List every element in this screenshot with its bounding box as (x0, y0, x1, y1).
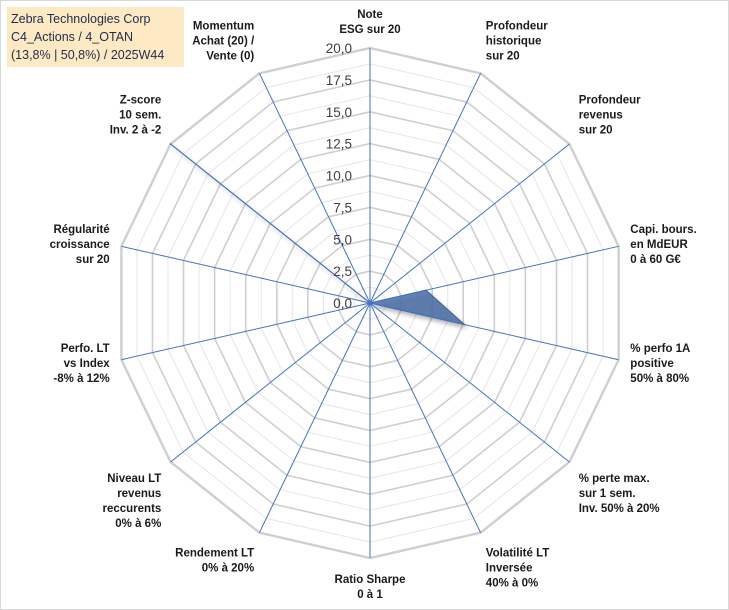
tick-label: 0,0 (333, 296, 352, 311)
tick-label: 12,5 (326, 137, 352, 152)
radar-axes (121, 48, 619, 558)
radar-spoke (121, 302, 371, 361)
chart-title-box: Zebra Technologies Corp C4_Actions / 4_O… (7, 7, 184, 67)
axis-label: Volatilité LT Inversée 40% à 0% (486, 547, 549, 589)
axis-label: Z-score 10 sem. Inv. 2 à -2 (110, 95, 162, 137)
tick-label: 10,0 (326, 169, 352, 184)
radar-spoke (258, 73, 371, 304)
radar-spoke (121, 245, 371, 304)
tick-label: 2,5 (333, 264, 352, 279)
axis-label: Rendement LT 0% à 20% (175, 547, 254, 574)
radar-spoke (369, 302, 482, 533)
radar-spoke (258, 302, 371, 533)
axis-label: Régularité croissance sur 20 (50, 224, 110, 266)
radar-spoke (369, 73, 482, 304)
tick-label: 5,0 (333, 232, 352, 247)
tick-label: 15,0 (326, 105, 352, 120)
radar-spoke (369, 143, 570, 304)
axis-label: Perfo. LT vs Index -8% à 12% (53, 343, 110, 385)
title-line-2: C4_Actions / 4_OTAN (11, 30, 134, 44)
radar-spoke (369, 302, 570, 463)
axis-label: Capi. bours. en MdEUR 0 à 60 G€ (630, 224, 696, 266)
radar-spoke (170, 143, 371, 304)
radar-spoke (369, 302, 619, 361)
axis-label: Profondeur historique sur 20 (486, 20, 548, 62)
axis-label: Momentum Achat (20) / Vente (0) (192, 20, 255, 62)
tick-label: 17,5 (326, 73, 352, 88)
axis-label: Profondeur revenus sur 20 (579, 95, 641, 137)
axis-label: % perfo 1A positive 50% à 80% (630, 343, 690, 385)
title-line-1: Zebra Technologies Corp (11, 12, 151, 26)
axis-label: Niveau LT revenus reccurents 0% à 6% (102, 473, 161, 530)
tick-label: 7,5 (333, 200, 352, 215)
radar-tick-labels: 0,0 2,5 5,0 7,5 10,0 12,5 15,0 17,5 20,0 (326, 41, 352, 311)
radar-axis-labels: Note ESG sur 20 Profondeur historique sur 20… (50, 9, 697, 601)
axis-label: % perte max. sur 1 sem. Inv. 50% à 20% (579, 473, 660, 515)
axis-label: Ratio Sharpe 0 à 1 (335, 574, 406, 601)
radar-spoke (170, 302, 371, 463)
radar-spoke (369, 245, 619, 304)
tick-label: 20,0 (326, 41, 352, 56)
title-line-3: (13,8% | 50,8%) / 2025W44 (11, 48, 165, 62)
axis-label: Note ESG sur 20 (339, 9, 400, 36)
